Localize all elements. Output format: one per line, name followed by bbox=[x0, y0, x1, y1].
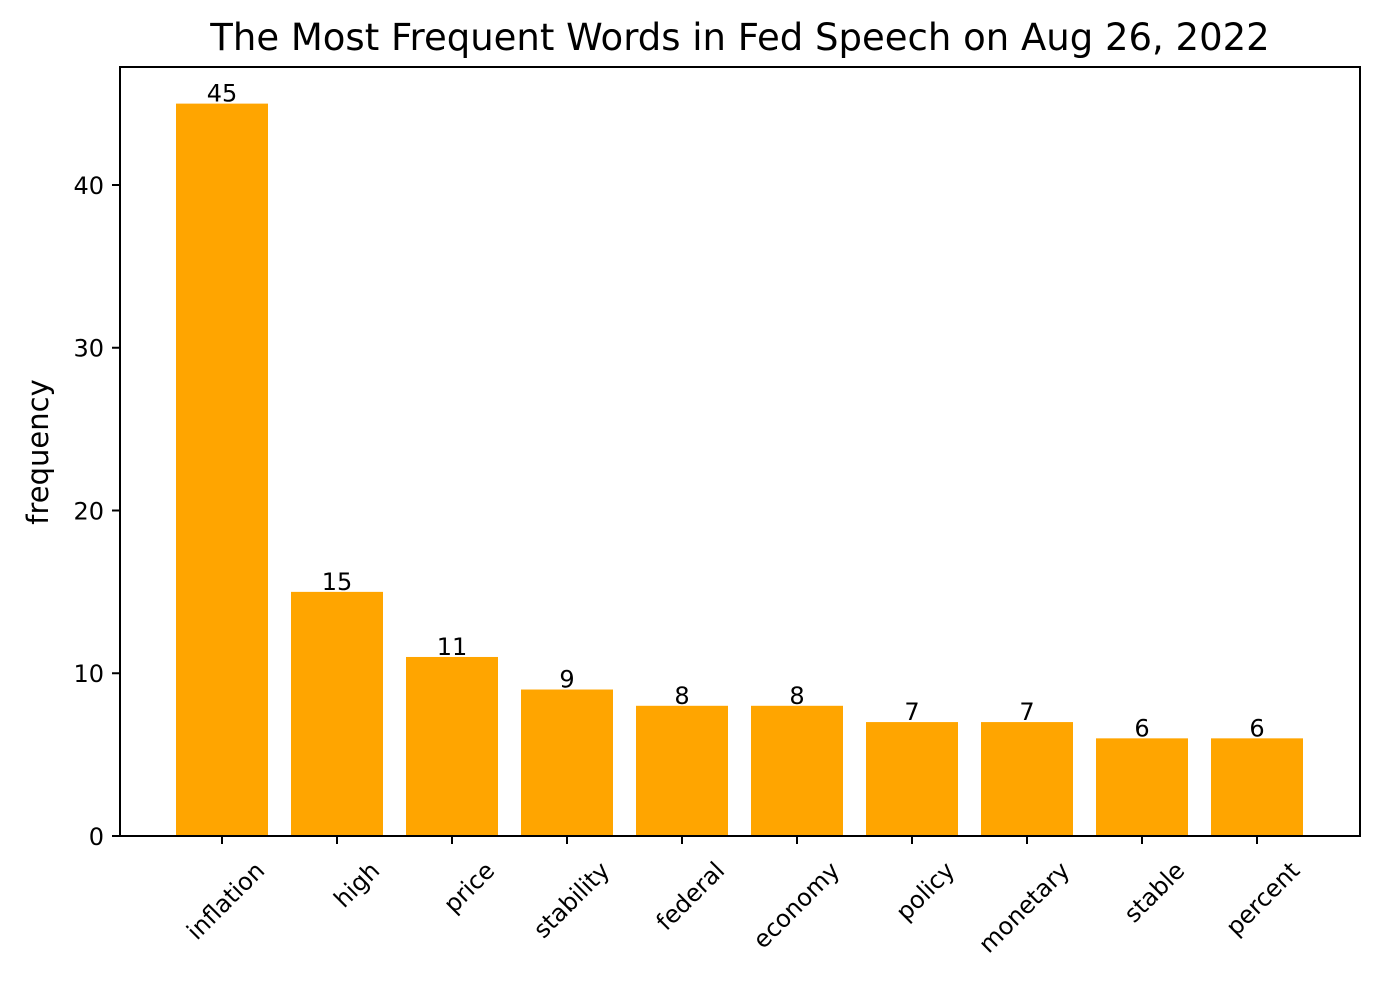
bar-policy bbox=[866, 722, 958, 836]
y-tick-label: 40 bbox=[73, 172, 104, 200]
bar-inflation bbox=[176, 103, 268, 837]
data-label-policy: 7 bbox=[904, 698, 919, 726]
data-label-inflation: 45 bbox=[207, 80, 238, 108]
data-label-price: 11 bbox=[437, 633, 468, 661]
data-label-percent: 6 bbox=[1249, 714, 1264, 742]
bars-group bbox=[176, 103, 1303, 837]
y-axis-label: frequency bbox=[21, 379, 55, 524]
data-label-federal: 8 bbox=[674, 682, 689, 710]
bar-economy bbox=[751, 705, 843, 836]
plot-frame bbox=[119, 66, 1361, 837]
data-label-stable: 6 bbox=[1134, 714, 1149, 742]
y-tick-label: 20 bbox=[73, 497, 104, 525]
y-tick-label: 30 bbox=[73, 335, 104, 363]
chart-title: The Most Frequent Words in Fed Speech on… bbox=[209, 16, 1269, 59]
y-tick-label: 10 bbox=[73, 660, 104, 688]
data-label-monetary: 7 bbox=[1019, 698, 1034, 726]
y-axis-ticks: 0 10 20 30 40 bbox=[73, 172, 120, 851]
bar-high bbox=[291, 591, 383, 836]
bar-stable bbox=[1096, 738, 1188, 836]
y-tick-label: 0 bbox=[89, 823, 104, 851]
bar-stability bbox=[521, 689, 613, 836]
bar-monetary bbox=[981, 722, 1073, 836]
data-labels-group: 45 15 11 9 8 8 7 7 6 6 bbox=[207, 80, 1265, 743]
bar-federal bbox=[636, 705, 728, 836]
data-label-economy: 8 bbox=[789, 682, 804, 710]
bar-percent bbox=[1211, 738, 1303, 836]
data-label-high: 15 bbox=[322, 568, 353, 596]
bar-price bbox=[406, 656, 498, 836]
data-label-stability: 9 bbox=[559, 666, 574, 694]
